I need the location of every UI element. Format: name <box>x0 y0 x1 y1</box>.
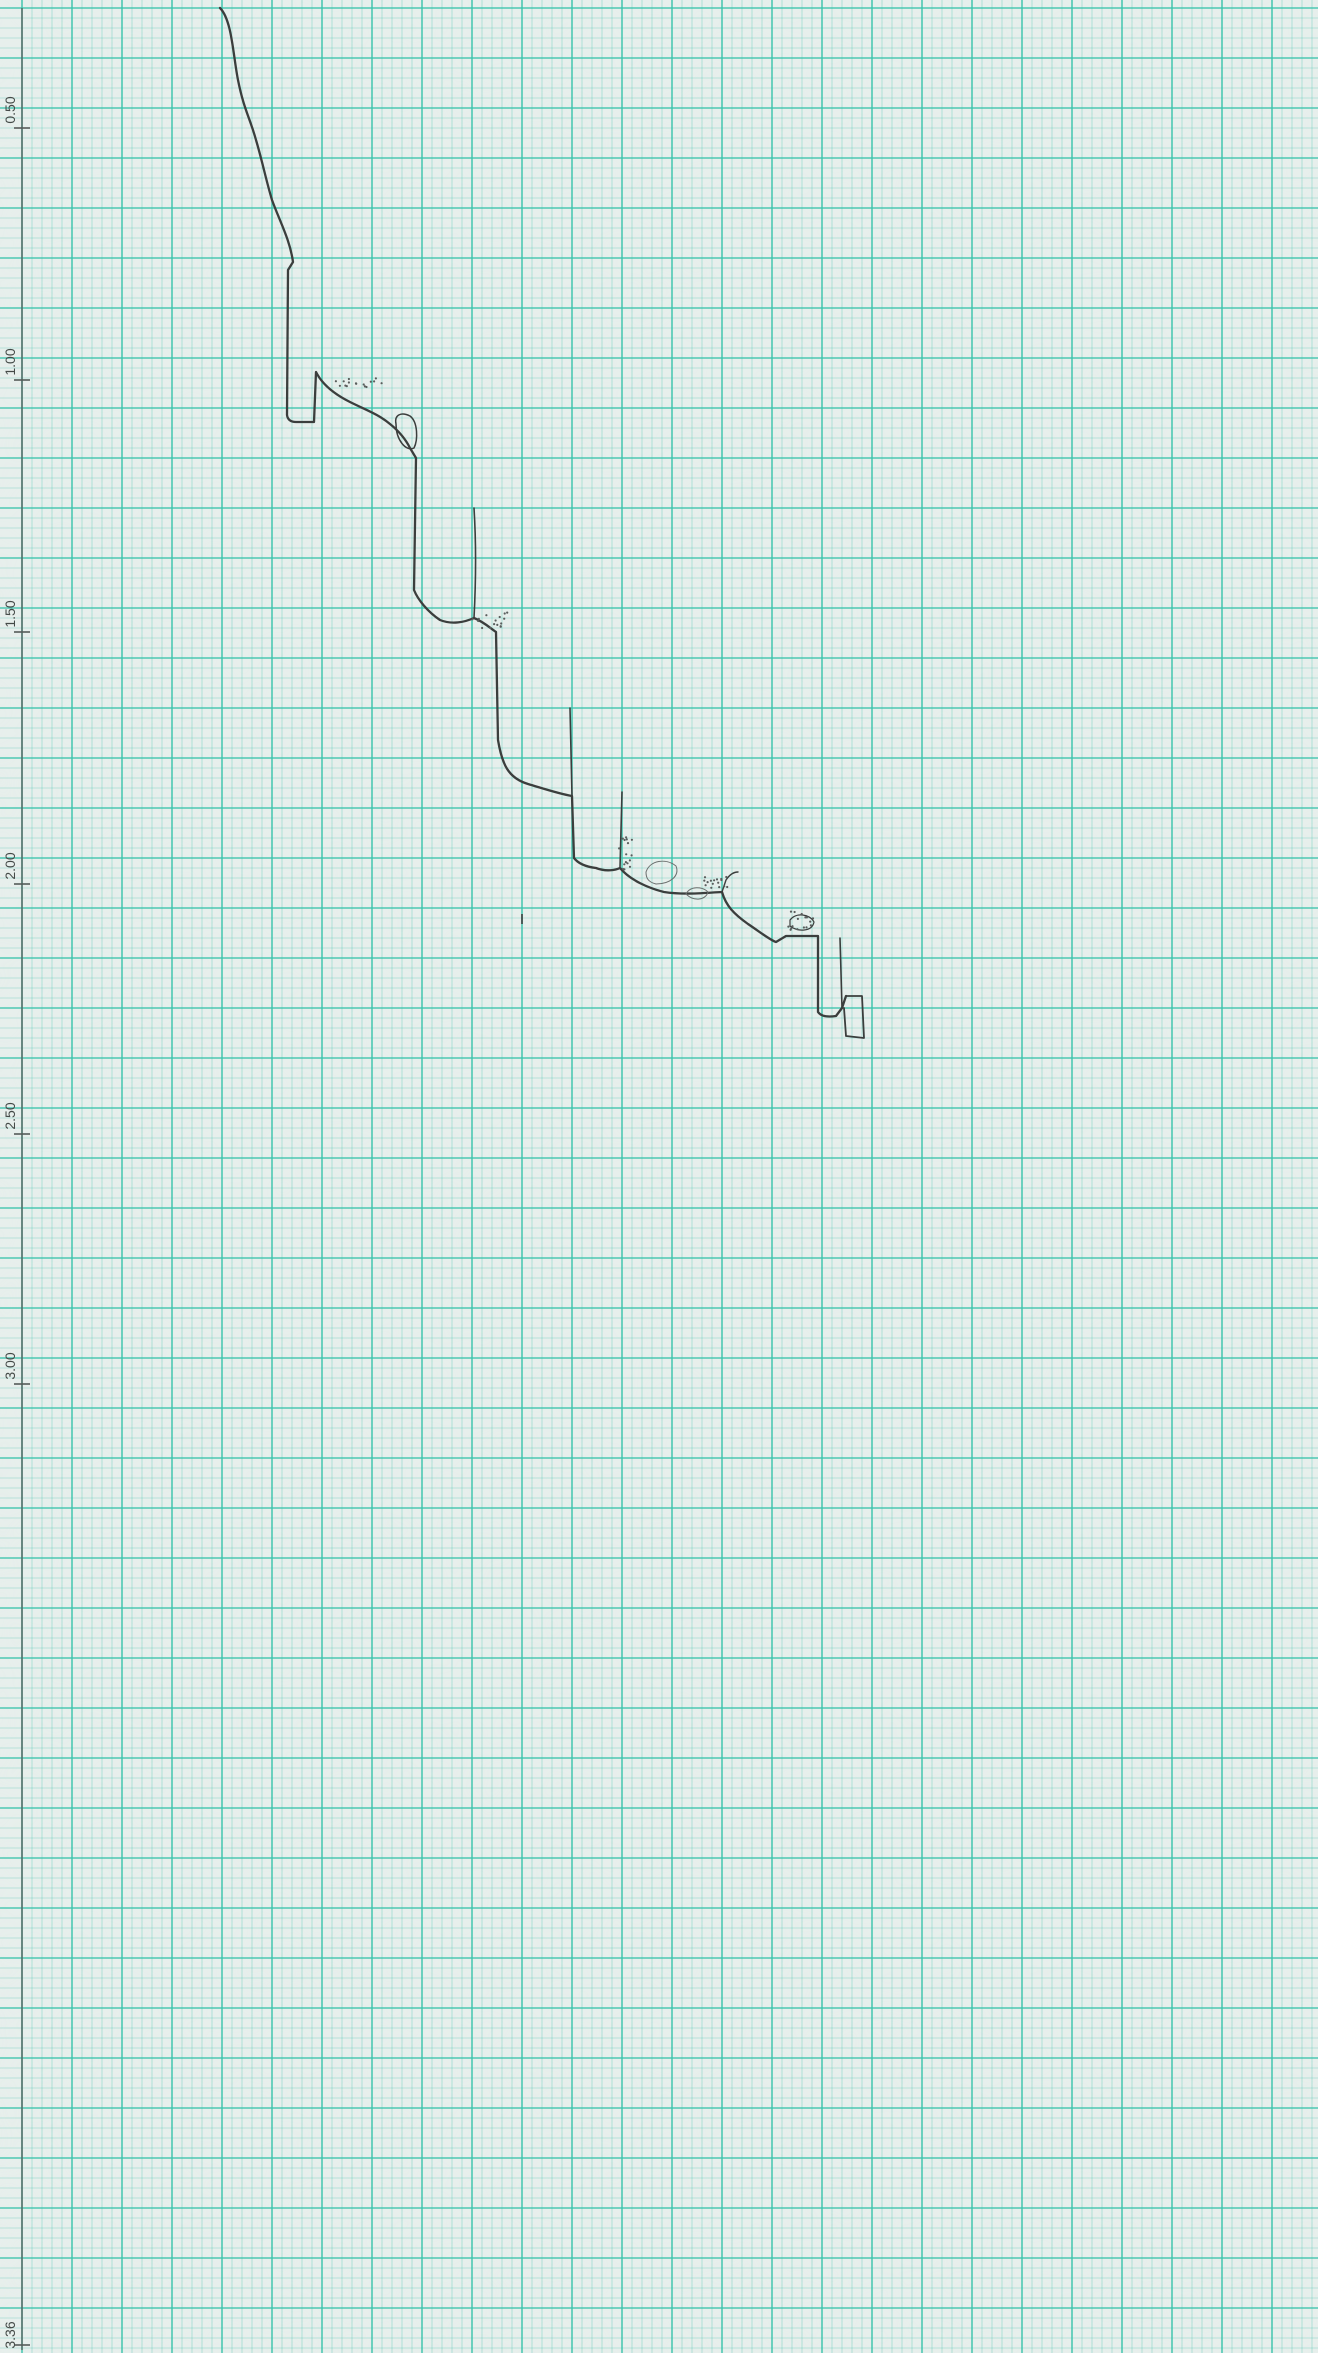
boulder-4 <box>789 914 815 931</box>
depth-axis-tick-label: 1.50 <box>2 600 18 627</box>
sediment-dot <box>477 619 480 623</box>
sediment-dot <box>718 886 721 889</box>
sediment-dot <box>500 622 503 625</box>
sediment-dot <box>723 885 726 888</box>
sediment-dot <box>338 384 341 387</box>
sediment-dot <box>706 881 709 884</box>
sediment-dot <box>809 920 812 923</box>
sediment-dot <box>796 928 799 931</box>
depth-axis-tick-label: 3.00 <box>2 1352 18 1379</box>
sediment-dot <box>369 380 372 383</box>
profile-wall-1 <box>473 507 477 619</box>
depth-axis-tick-label: 3.36 <box>2 2321 18 2348</box>
sediment-dot <box>618 847 621 850</box>
sediment-dot <box>362 383 365 386</box>
depth-axis-tick-label: 1.00 <box>2 348 18 375</box>
cave-profile <box>218 6 865 1039</box>
profile-wall-4 <box>839 937 843 1009</box>
sediment-dot <box>789 910 793 913</box>
depth-axis-tick-label: 0.50 <box>2 96 18 123</box>
depth-axis-tick-label: 2.00 <box>2 852 18 879</box>
sediment-dot <box>630 838 634 841</box>
profile-wall-5 <box>721 871 739 893</box>
sediment-dot <box>363 385 366 388</box>
sediment-dot <box>347 377 350 381</box>
sediment-dot <box>625 838 628 841</box>
sediment-dot <box>791 925 794 928</box>
sediment-dot <box>374 377 377 380</box>
sediment-dot <box>628 865 632 868</box>
sediment-dot <box>790 927 793 930</box>
sediment-dot <box>494 619 497 622</box>
sediment-dot <box>809 924 813 927</box>
sediment-dot <box>726 885 729 889</box>
sediment-dot <box>805 916 809 919</box>
sediment-dot <box>800 912 803 916</box>
sediment-dot <box>373 380 376 383</box>
sediment-dot <box>711 882 714 885</box>
sediment-dot <box>787 925 790 928</box>
sediment-dot <box>715 878 719 881</box>
sediment-dot <box>626 842 630 845</box>
sediment-dot <box>793 910 796 914</box>
sediment-dot <box>704 884 707 887</box>
profile-wall-3 <box>619 791 623 869</box>
sediment-dot <box>624 861 628 864</box>
sediment-dot <box>625 836 628 839</box>
sediment-dot <box>498 615 501 619</box>
sediment-dot <box>471 618 474 621</box>
sediment-dot <box>489 626 492 630</box>
sediment-dot <box>621 837 624 840</box>
sediment-dot <box>485 614 488 617</box>
sediment-dot <box>725 875 728 879</box>
sediment-dot <box>811 917 815 920</box>
depth-axis-ticks: 0.50 1.00 1.50 2.00 2.50 3.00 3.36 <box>2 96 30 2349</box>
sediment-dot <box>347 381 350 384</box>
sediment-dot <box>713 879 716 882</box>
sediment-dot <box>703 879 706 882</box>
sediment-dot <box>493 623 496 626</box>
sediment-dot <box>805 926 808 929</box>
sediment-dot <box>623 868 626 871</box>
sediment-dot <box>626 862 629 865</box>
boulder-1 <box>394 413 418 450</box>
sediment-dot <box>481 626 484 630</box>
sediment-dot <box>710 886 713 889</box>
sediment-dot <box>345 385 348 388</box>
sediment-dot <box>354 382 358 385</box>
sediment-dot <box>802 926 806 929</box>
terminal-block <box>843 995 865 1039</box>
sediment-dot <box>334 380 337 383</box>
profile-wall-2 <box>569 707 573 797</box>
sediment-dot <box>623 863 626 866</box>
sediment-dot <box>628 859 632 862</box>
sediment-dot <box>625 853 628 856</box>
sediment-dot <box>506 611 509 614</box>
sediment-dot <box>720 878 723 882</box>
depth-axis-tick-label: 2.50 <box>2 1102 18 1129</box>
boulder-2 <box>645 860 678 885</box>
sediment-stipples <box>334 377 815 931</box>
sediment-dot <box>342 380 345 383</box>
sediment-dot <box>477 617 480 620</box>
sediment-dot <box>499 625 502 628</box>
sediment-dot <box>380 382 383 385</box>
sediment-dot <box>796 917 800 921</box>
sediment-dot <box>623 838 626 842</box>
boulder-3 <box>685 887 709 900</box>
sediment-dot <box>630 854 633 857</box>
sediment-dot <box>503 612 506 615</box>
sediment-dot <box>709 879 713 882</box>
sediment-dot <box>703 876 707 879</box>
sediment-dot <box>717 881 720 884</box>
sediment-dot <box>503 617 506 620</box>
sediment-dot <box>496 623 499 627</box>
